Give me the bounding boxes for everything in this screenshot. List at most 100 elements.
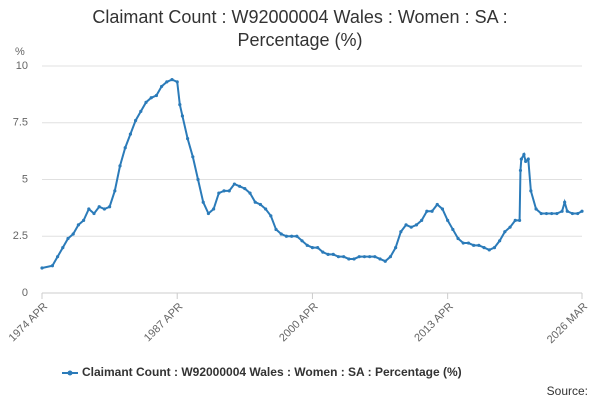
point — [565, 209, 569, 213]
point — [144, 100, 148, 104]
point — [580, 209, 584, 213]
point — [435, 202, 439, 207]
point — [560, 209, 564, 213]
x-tick-label: 2026 MAR — [545, 301, 590, 346]
point — [425, 209, 429, 213]
point — [451, 227, 455, 232]
point — [264, 207, 268, 211]
point — [97, 205, 101, 209]
x-tick-label: 1974 APR — [7, 301, 51, 345]
point — [336, 255, 341, 259]
point — [160, 84, 164, 89]
point — [108, 205, 112, 209]
point — [420, 218, 424, 222]
point — [466, 241, 471, 245]
series-line — [41, 78, 583, 270]
point — [123, 146, 127, 150]
y-tick-label: 10 — [16, 60, 28, 72]
source-label: Source: — [547, 384, 588, 398]
point — [139, 109, 143, 113]
point — [472, 243, 476, 247]
point — [274, 227, 278, 232]
point — [321, 250, 325, 254]
point — [326, 252, 330, 257]
point — [248, 191, 252, 195]
y-tick-label: 5 — [22, 173, 28, 185]
point — [50, 264, 55, 268]
point — [576, 211, 580, 216]
point — [519, 157, 523, 161]
legend-label: Claimant Count : W92000004 Wales : Women… — [82, 365, 462, 379]
point — [149, 96, 153, 100]
x-tick-label: 2013 APR — [412, 301, 456, 345]
point — [227, 189, 231, 193]
chart-title: Claimant Count : W92000004 Wales : Women… — [92, 7, 508, 50]
point — [331, 252, 335, 257]
y-tick-label: 7.5 — [13, 117, 28, 129]
point — [243, 186, 247, 191]
y-tick-label: 0 — [22, 287, 28, 299]
point — [310, 246, 315, 250]
point — [529, 189, 533, 193]
point — [524, 159, 528, 163]
point — [534, 207, 538, 211]
point — [563, 200, 567, 204]
point — [316, 246, 320, 250]
point — [522, 152, 526, 157]
point — [87, 207, 91, 211]
point — [61, 246, 65, 250]
point — [399, 230, 403, 234]
point — [352, 257, 356, 261]
point — [196, 177, 200, 182]
point — [482, 246, 486, 250]
point — [40, 266, 44, 270]
point — [477, 243, 481, 247]
point — [526, 157, 530, 161]
point — [238, 184, 242, 188]
point — [186, 137, 190, 141]
point — [154, 93, 159, 98]
point — [66, 236, 70, 241]
point — [113, 189, 117, 193]
point — [373, 255, 377, 259]
point — [300, 239, 304, 243]
point — [201, 200, 205, 204]
point — [503, 230, 507, 234]
point — [284, 234, 289, 238]
point — [56, 255, 60, 259]
point — [517, 218, 522, 222]
point — [212, 207, 216, 211]
y-tick-label: 2.5 — [13, 230, 28, 242]
point — [191, 155, 195, 159]
point — [305, 243, 309, 247]
x-tick-label: 1987 APR — [142, 301, 186, 345]
point — [134, 118, 138, 123]
point — [508, 225, 512, 229]
point — [170, 78, 174, 82]
point — [206, 211, 211, 216]
point — [165, 80, 169, 84]
point — [498, 239, 502, 243]
point — [92, 211, 96, 216]
point — [222, 189, 226, 193]
point — [269, 214, 273, 218]
point — [550, 211, 554, 216]
point — [461, 241, 465, 245]
point — [440, 207, 445, 211]
point — [456, 236, 460, 241]
point — [409, 225, 413, 229]
point — [82, 218, 86, 222]
point — [232, 182, 237, 186]
point — [102, 207, 107, 211]
point — [342, 255, 346, 259]
point — [518, 168, 523, 173]
point — [492, 246, 497, 250]
point — [362, 255, 367, 259]
point — [175, 80, 179, 84]
point — [357, 255, 361, 259]
point — [347, 257, 351, 261]
point — [487, 248, 491, 252]
point — [76, 223, 81, 227]
point — [446, 218, 450, 222]
point — [118, 164, 122, 168]
